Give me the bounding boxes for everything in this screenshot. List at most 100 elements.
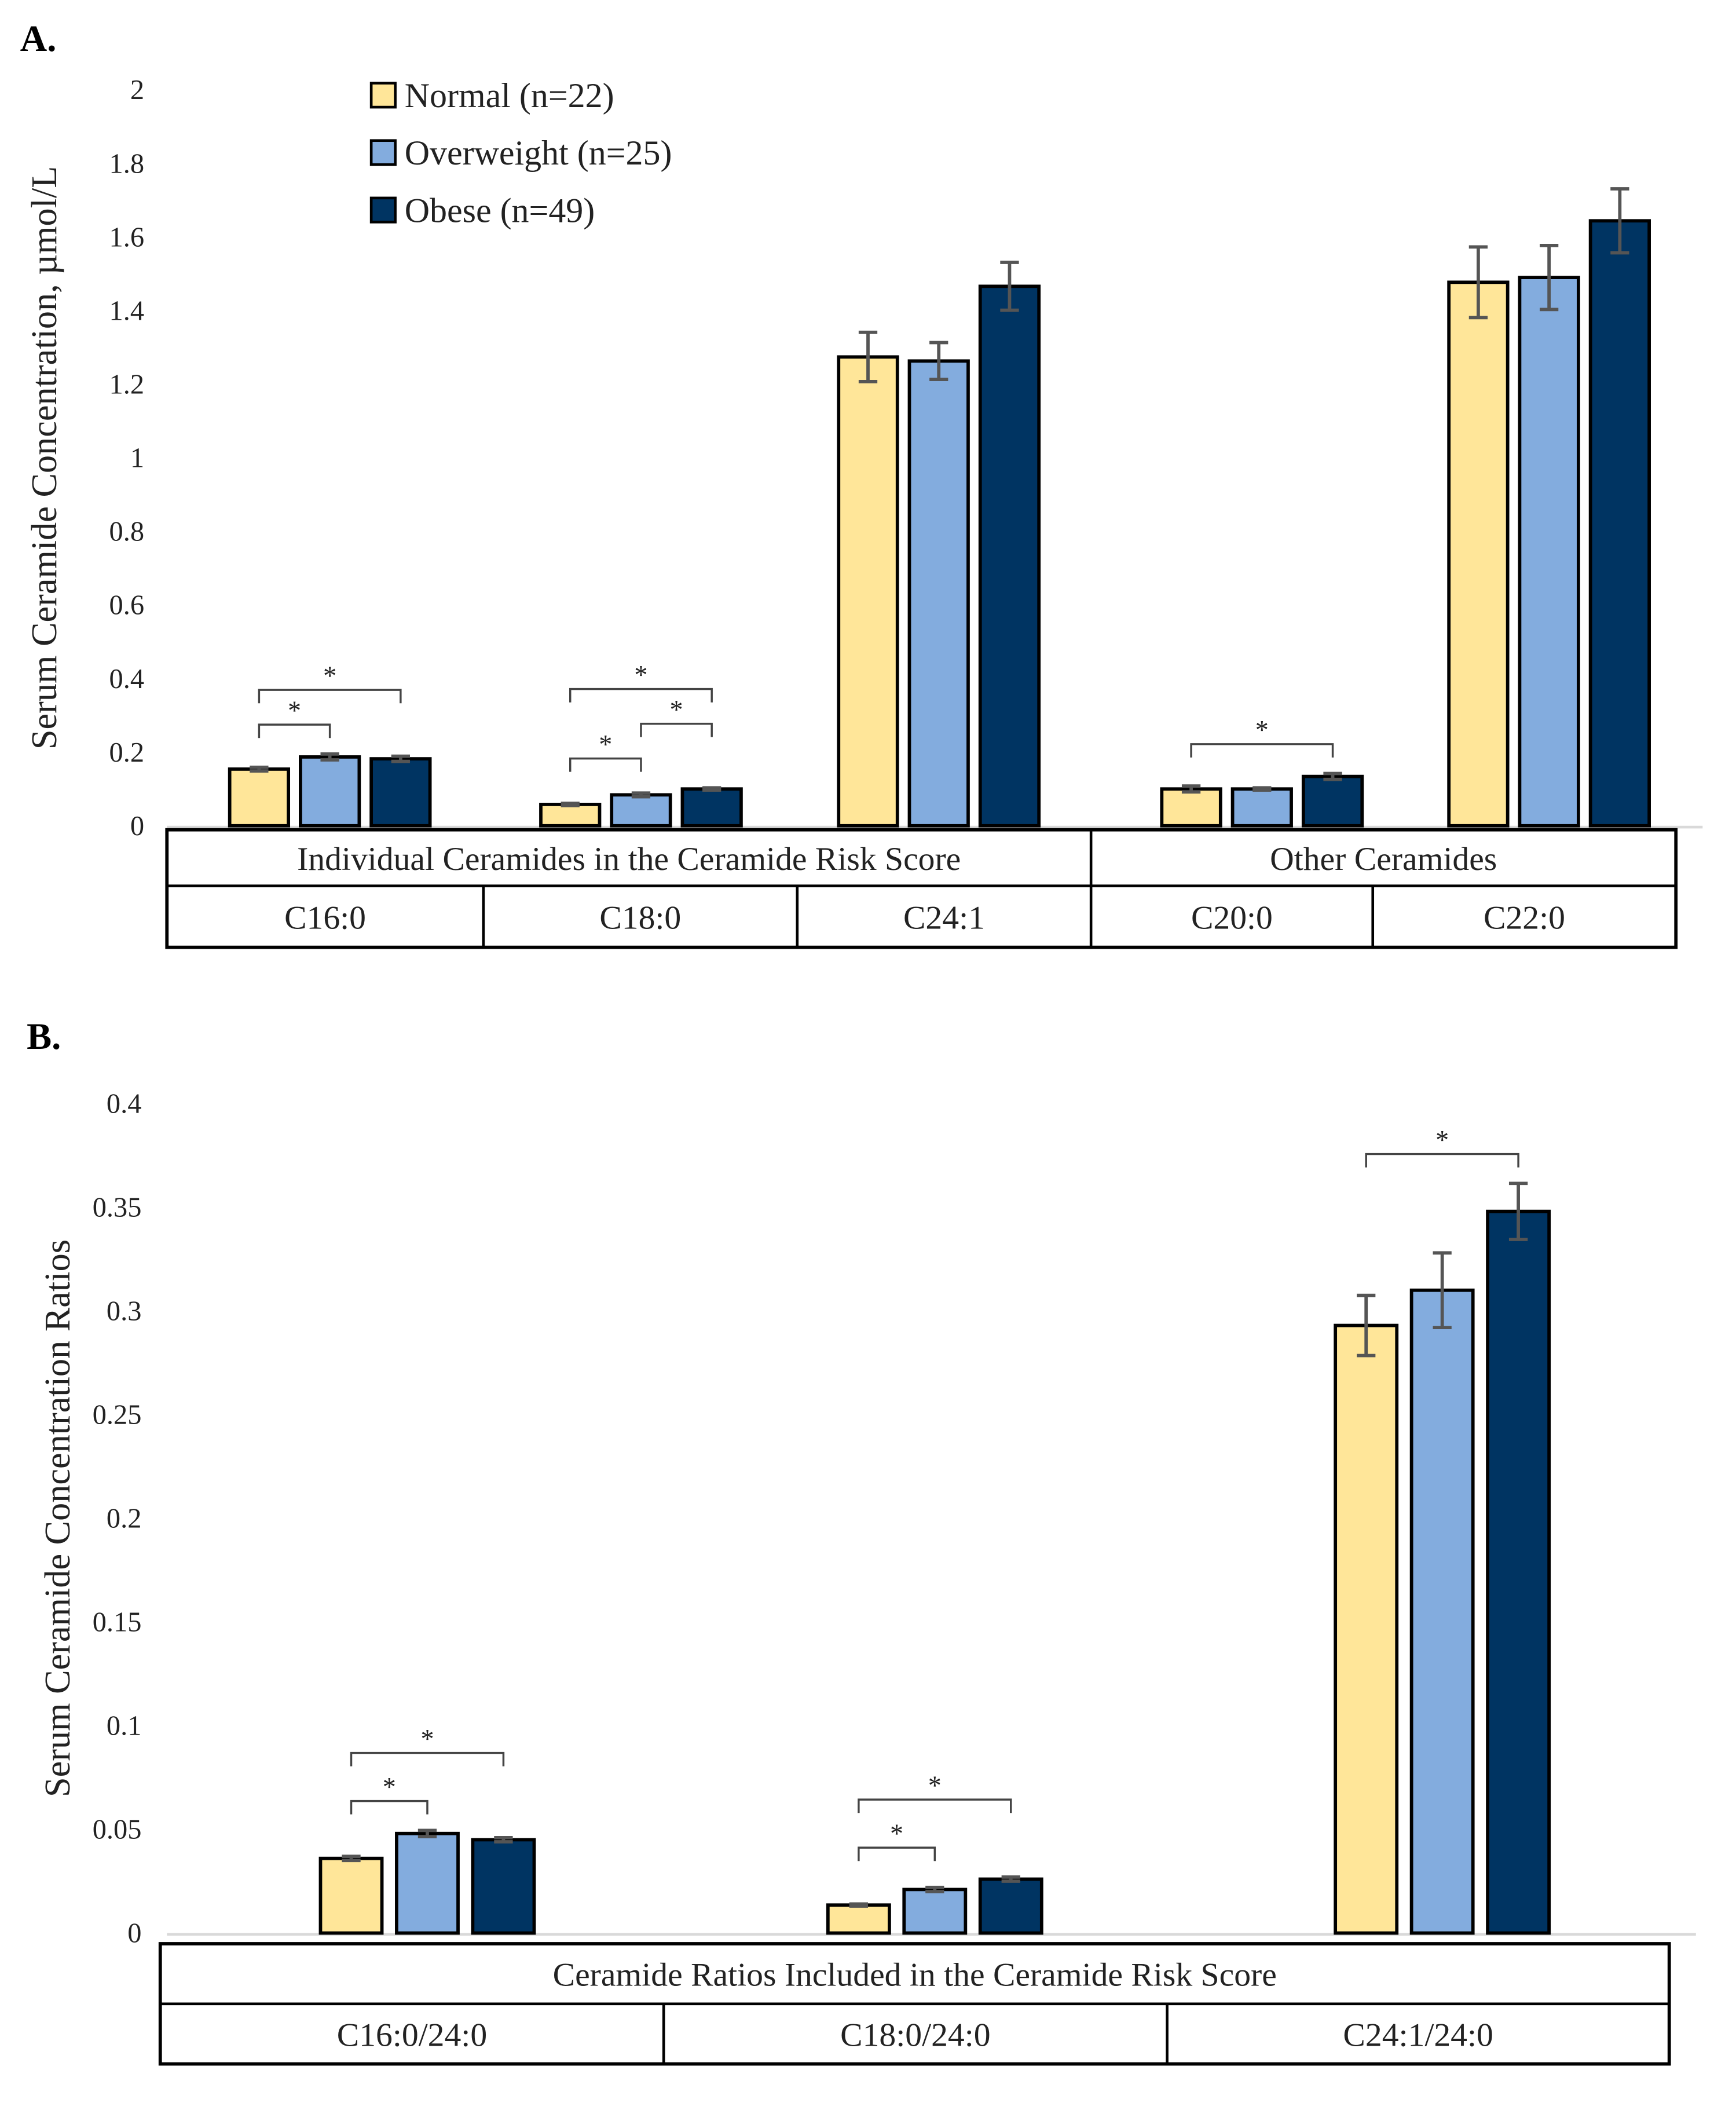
bar-overweight-C24-1-24-0 [1409, 1288, 1475, 1935]
group-header: Ceramide Ratios Included in the Ceramide… [553, 1957, 1277, 1994]
y-tick-label: 1.2 [109, 369, 145, 400]
y-tick-label: 0.35 [93, 1193, 142, 1223]
error-bar [342, 1855, 361, 1863]
category-table: Individual Ceramides in the Ceramide Ris… [165, 828, 1678, 949]
y-tick-label: 0 [127, 1918, 141, 1949]
x-category-label: C18:0/24:0 [840, 2017, 990, 2053]
x-category-label: C18:0 [599, 899, 681, 936]
significance-bracket: * [858, 1819, 936, 1861]
bar-obese-C24-1 [978, 284, 1041, 828]
legend-label: Obese (n=49) [405, 191, 595, 229]
panel-label: B. [27, 1015, 61, 1057]
error-bar [1610, 187, 1629, 255]
significance-marker: * [383, 1772, 396, 1801]
significance-bracket: * [258, 661, 402, 704]
y-tick-label: 0.3 [107, 1296, 142, 1327]
error-bar [925, 1885, 944, 1893]
panel-a: A. 0 0.2 0.4 0.6 0.8 1 1.2 1.4 1.6 1.8 2 Serum Ceram… [20, 17, 1703, 949]
x-category-label: C24:1 [903, 899, 985, 936]
significance-marker: * [599, 729, 612, 759]
bar-normal-C16-0 [228, 767, 291, 828]
error-bar [494, 1835, 513, 1844]
bar-obese-C16-0 [369, 757, 432, 828]
bar-obese-C18-0-24-0 [978, 1877, 1043, 1935]
error-bar [1433, 1251, 1452, 1329]
error-bar [561, 802, 580, 807]
error-bar [1508, 1182, 1528, 1241]
significance-bracket: * [350, 1772, 428, 1815]
x-category-label: C16:0/24:0 [337, 2017, 487, 2053]
bar-overweight-C22-0 [1518, 276, 1580, 828]
x-category-label: C16:0 [284, 899, 366, 936]
legend-item-overweight: Overweight (n=25) [369, 134, 672, 172]
bar-normal-C16-0-24-0 [318, 1856, 384, 1935]
significance-bracket: * [258, 696, 331, 738]
legend-swatch [369, 196, 397, 224]
bar-normal-C24-1 [837, 355, 899, 828]
bar-overweight-C20-0 [1230, 787, 1293, 828]
error-bar [320, 752, 339, 762]
panel-label: A. [20, 17, 57, 59]
significance-marker: * [634, 660, 647, 689]
significance-bracket: * [350, 1724, 505, 1766]
category-table: Ceramide Ratios Included in the Ceramide… [158, 1942, 1671, 2066]
y-tick-label: 0.1 [107, 1711, 142, 1742]
legend-item-normal: Normal (n=22) [369, 76, 614, 115]
x-category-label: C20:0 [1191, 899, 1273, 936]
bar-overweight-C24-1 [907, 359, 970, 828]
significance-bracket: * [1365, 1125, 1519, 1168]
bar-obese-C22-0 [1588, 219, 1651, 828]
bar-overweight-C16-0-24-0 [395, 1831, 460, 1935]
bar-overweight-C18-0 [610, 793, 672, 828]
significance-bracket: * [640, 694, 713, 737]
y-tick-label: 0.4 [107, 1089, 142, 1120]
y-tick-label: 2 [130, 75, 144, 105]
significance-bracket: * [858, 1771, 1012, 1813]
y-axis-label: Serum Ceramide Concentration, µmol/L [25, 166, 64, 749]
error-bar [391, 754, 410, 763]
error-bar [631, 791, 651, 799]
bar-normal-C18-0 [539, 803, 602, 828]
significance-bracket: * [569, 660, 713, 703]
significance-marker: * [323, 661, 336, 690]
panel-b: B. 0 0.05 0.1 0.15 0.2 0.25 0.3 0.35 0.4 Serum Cer… [27, 1015, 1696, 2066]
error-bar [929, 341, 948, 381]
error-bar [1181, 784, 1201, 794]
significance-marker: * [1435, 1125, 1449, 1154]
significance-marker: * [890, 1819, 903, 1848]
group-header: Other Ceramides [1270, 841, 1497, 877]
significance-marker: * [420, 1724, 434, 1753]
y-tick-label: 0.05 [93, 1815, 142, 1845]
significance-marker: * [1255, 715, 1269, 745]
y-tick-label: 1.8 [109, 148, 145, 179]
legend-label: Overweight (n=25) [405, 134, 672, 172]
significance-bracket: * [569, 729, 642, 772]
bar-overweight-C18-0-24-0 [902, 1888, 968, 1935]
bar-obese-C18-0 [680, 787, 743, 828]
bar-normal-C18-0-24-0 [826, 1903, 891, 1935]
y-tick-label: 0.25 [93, 1400, 142, 1431]
legend-label: Normal (n=22) [405, 76, 614, 115]
error-bar [417, 1828, 437, 1838]
error-bar [1252, 786, 1272, 792]
significance-bracket: * [1190, 715, 1334, 758]
x-category-label: C24:1/24:0 [1343, 2017, 1493, 2053]
y-tick-label: 0 [130, 811, 144, 842]
y-tick-label: 1.6 [109, 222, 145, 253]
y-tick-label: 0.4 [109, 664, 145, 694]
legend-swatch [369, 139, 397, 166]
legend-item-obese: Obese (n=49) [369, 191, 595, 229]
y-tick-label: 0.6 [109, 590, 145, 621]
bar-overweight-C16-0 [299, 755, 361, 828]
y-tick-label: 0.15 [93, 1607, 142, 1638]
y-tick-label: 0.2 [109, 737, 145, 768]
x-category-label: C22:0 [1484, 899, 1565, 936]
error-bar [1001, 1875, 1020, 1883]
y-tick-label: 1 [130, 443, 144, 474]
bar-obese-C24-1-24-0 [1486, 1209, 1551, 1935]
y-tick-label: 0.2 [107, 1504, 142, 1534]
bar-normal-C22-0 [1447, 280, 1510, 828]
error-bar [702, 786, 721, 792]
bar-obese-C16-0-24-0 [471, 1838, 536, 1935]
